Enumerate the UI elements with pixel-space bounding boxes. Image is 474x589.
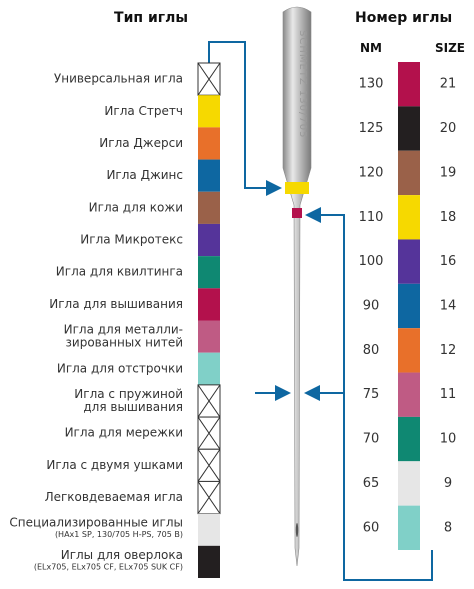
nm-label: 125 [359, 121, 384, 136]
type-label: Игла для квилтинга [56, 265, 183, 279]
size-swatch [398, 328, 420, 372]
nm-label: 60 [363, 520, 380, 535]
nm-header: NM [360, 41, 382, 55]
type-label: Игла с двумя ушками [46, 458, 183, 472]
type-label: Универсальная игла [54, 72, 183, 86]
size-label: 14 [440, 299, 457, 314]
size-swatch [398, 461, 420, 505]
type-label: Иглы для оверлока [61, 548, 183, 562]
needle-text: SCHMETZ 130/705 [297, 30, 308, 138]
size-label: 19 [440, 165, 457, 180]
needle-chart: Тип иглы Номер иглы NM SIZE SCHMETZ 130/… [0, 0, 474, 589]
size-label: 21 [440, 77, 457, 92]
size-swatch [398, 417, 420, 461]
size-swatch [398, 239, 420, 283]
type-swatch [198, 353, 220, 385]
size-label: 18 [440, 210, 457, 225]
type-label: Игла Джинс [106, 168, 183, 182]
size-swatch [398, 106, 420, 150]
nm-label: 70 [363, 432, 380, 447]
size-label: 10 [440, 432, 457, 447]
size-label: 20 [440, 121, 457, 136]
nm-label: 100 [359, 254, 384, 269]
right-title: Номер иглы [355, 10, 452, 26]
size-swatch [398, 195, 420, 239]
type-note: (ELx705, ELx705 CF, ELx705 SUK CF) [34, 562, 183, 571]
needle-band [292, 208, 302, 218]
type-label: зированных нитей [66, 336, 183, 350]
nm-label: 120 [359, 165, 384, 180]
type-label: Специализированные иглы [9, 516, 183, 530]
nm-label: 75 [363, 387, 380, 402]
needle-band [285, 182, 309, 194]
size-label: 16 [440, 254, 457, 269]
nm-label: 130 [359, 77, 384, 92]
type-label: Игла для мережки [65, 426, 183, 440]
nm-label: 65 [363, 476, 380, 491]
type-swatch [198, 546, 220, 578]
type-swatch [198, 288, 220, 320]
type-swatch [198, 224, 220, 256]
type-label: Игла для металли- [64, 323, 183, 337]
type-swatch [198, 160, 220, 192]
type-label: для вышивания [83, 400, 183, 414]
size-label: 11 [440, 387, 457, 402]
type-swatch [198, 256, 220, 288]
size-label: 8 [444, 520, 452, 535]
nm-label: 90 [363, 299, 380, 314]
type-label: Игла Микротекс [80, 233, 183, 247]
size-swatch [398, 506, 420, 550]
type-label: Игла для кожи [89, 200, 183, 214]
type-swatch [198, 321, 220, 353]
size-swatch [398, 284, 420, 328]
size-label: 12 [440, 343, 457, 358]
type-label: Игла Стретч [104, 104, 183, 118]
size-header: SIZE [435, 41, 465, 55]
nm-label: 110 [359, 210, 384, 225]
type-note: (HAx1 SP, 130/705 H-PS, 705 B) [55, 530, 183, 539]
size-label: 9 [444, 476, 452, 491]
type-swatch [198, 192, 220, 224]
type-label: Игла Джерси [99, 136, 183, 150]
nm-label: 80 [363, 343, 380, 358]
needle: SCHMETZ 130/705 [283, 7, 311, 566]
type-label: Игла с пружиной [74, 387, 183, 401]
type-swatch [198, 95, 220, 127]
type-swatch [198, 127, 220, 159]
type-label: Игла для отстрочки [57, 361, 183, 375]
type-label: Игла для вышивания [49, 297, 183, 311]
left-title: Тип иглы [114, 10, 188, 26]
size-swatch [398, 151, 420, 195]
type-swatch [198, 514, 220, 546]
type-label: Легковдеваемая игла [45, 490, 183, 504]
size-swatch [398, 373, 420, 417]
size-swatch [398, 62, 420, 106]
